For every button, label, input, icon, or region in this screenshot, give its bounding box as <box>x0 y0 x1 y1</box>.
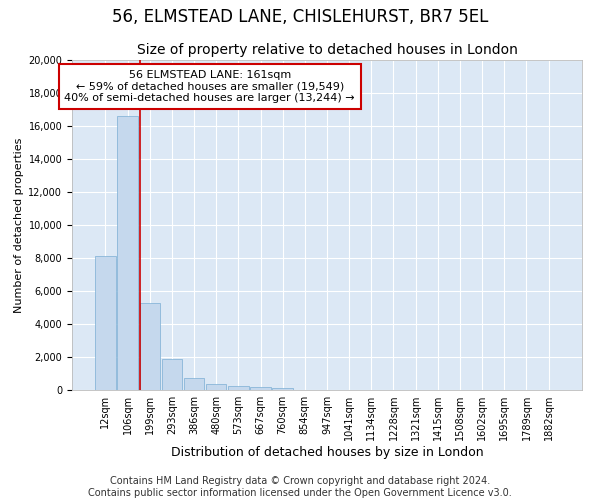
Text: 56 ELMSTEAD LANE: 161sqm
← 59% of detached houses are smaller (19,549)
40% of se: 56 ELMSTEAD LANE: 161sqm ← 59% of detach… <box>64 70 355 103</box>
Title: Size of property relative to detached houses in London: Size of property relative to detached ho… <box>137 44 517 58</box>
Text: 56, ELMSTEAD LANE, CHISLEHURST, BR7 5EL: 56, ELMSTEAD LANE, CHISLEHURST, BR7 5EL <box>112 8 488 26</box>
Bar <box>140 302 160 390</box>
Bar <box>95 256 116 390</box>
Bar <box>184 378 204 390</box>
Bar <box>272 388 293 390</box>
Text: Contains HM Land Registry data © Crown copyright and database right 2024.
Contai: Contains HM Land Registry data © Crown c… <box>88 476 512 498</box>
Bar <box>118 116 138 390</box>
X-axis label: Distribution of detached houses by size in London: Distribution of detached houses by size … <box>170 446 484 459</box>
Bar <box>250 386 271 390</box>
Bar <box>206 384 226 390</box>
Bar <box>161 360 182 390</box>
Bar <box>228 386 248 390</box>
Y-axis label: Number of detached properties: Number of detached properties <box>14 138 24 312</box>
